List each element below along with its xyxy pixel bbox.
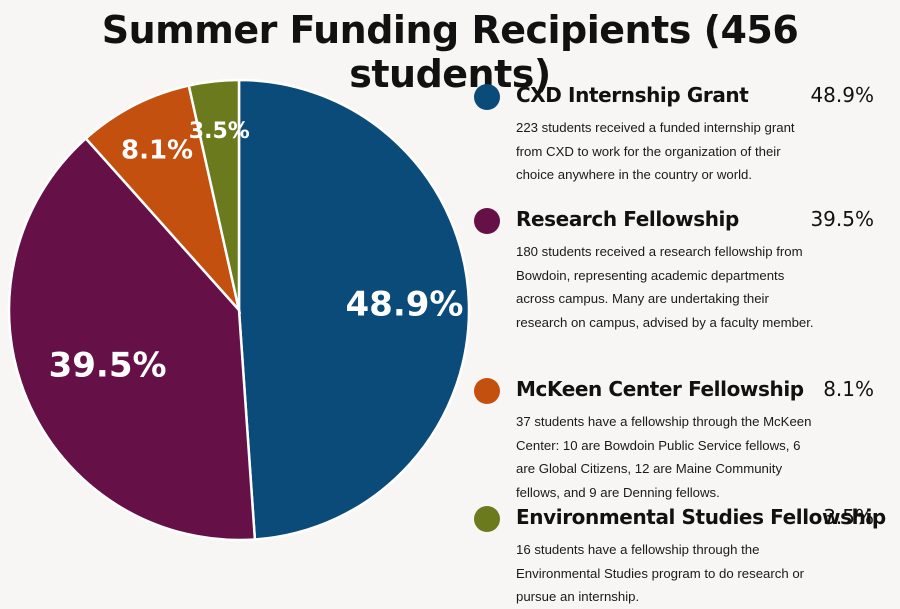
slice-label-environmental-studies-fellowship: 3.5% [189, 119, 250, 144]
slice-label-mckeen-center-fellowship: 8.1% [121, 135, 193, 165]
legend-label: Research Fellowship [516, 207, 739, 231]
pie-chart: 48.9% 39.5% 8.1%3.5% [7, 78, 471, 542]
legend-description: 37 students have a fellowship through th… [516, 414, 812, 500]
legend-item-cxd-internship-grant: CXD Internship Grant 48.9% 223 students … [474, 80, 874, 187]
legend-label: Environmental Studies Fellowship [516, 505, 886, 529]
legend-swatch [474, 84, 500, 110]
legend-description: 16 students have a fellowship through th… [516, 542, 805, 604]
legend-item-mckeen-center-fellowship: McKeen Center Fellowship 8.1% 37 student… [474, 374, 874, 504]
pie-slice-cxd-internship-grant [237, 78, 471, 541]
chart-title: Summer Funding Recipients (456 students) [101, 8, 799, 96]
legend-percentage: 3.5% [823, 505, 874, 529]
legend-swatch [474, 506, 500, 532]
slice-label-cxd-internship-grant: 48.9% [346, 284, 464, 324]
legend-percentage: 39.5% [810, 207, 874, 231]
slice-label-research-fellowship: 39.5% [49, 345, 167, 385]
pie-slice-environmental-studies-fellowship [187, 78, 241, 311]
legend-description: 180 students received a research fellows… [516, 244, 814, 330]
legend-label: CXD Internship Grant [516, 83, 749, 107]
legend-item-research-fellowship: Research Fellowship 39.5% 180 students r… [474, 204, 874, 334]
legend-percentage: 48.9% [810, 83, 874, 107]
pie-slice-research-fellowship [7, 136, 257, 542]
legend-swatch [474, 378, 500, 404]
legend-description: 223 students received a funded internshi… [516, 120, 795, 182]
legend-item-environmental-studies-fellowship: Environmental Studies Fellowship 3.5% 16… [474, 502, 886, 609]
legend-swatch [474, 208, 500, 234]
legend-percentage: 8.1% [823, 377, 874, 401]
legend-label: McKeen Center Fellowship [516, 377, 804, 401]
